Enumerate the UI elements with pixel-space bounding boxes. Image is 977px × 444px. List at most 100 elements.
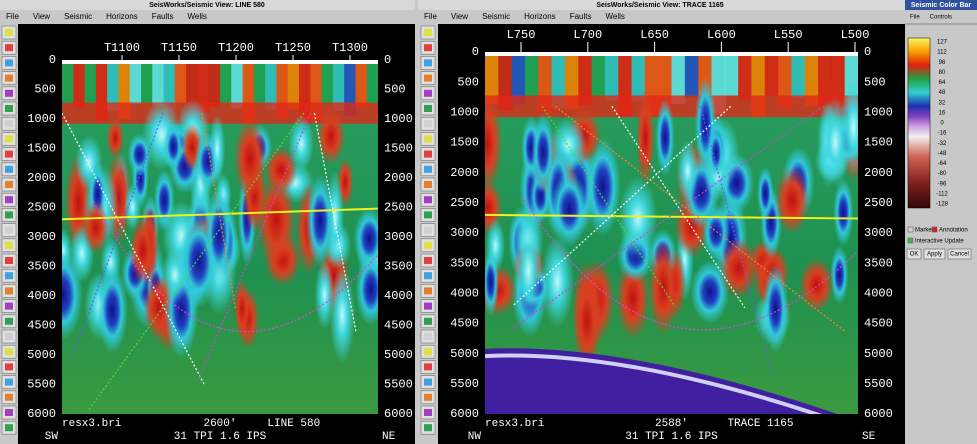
amplitude-blob	[316, 108, 346, 165]
fault-pick	[512, 105, 732, 307]
amplitude-blob	[355, 253, 378, 326]
shallow-band	[84, 60, 97, 114]
scale-label: 64	[939, 80, 946, 86]
seismic-image	[485, 52, 858, 414]
checkbox[interactable]	[907, 237, 914, 244]
file-name: resx3.bri	[485, 418, 545, 430]
top-axis-label: T1300	[332, 41, 368, 55]
deep-edge	[485, 353, 823, 414]
shallow-band	[174, 60, 188, 104]
amplitude-blob	[264, 146, 298, 194]
tool-icon	[424, 393, 432, 401]
depth-label: 5000	[384, 348, 413, 362]
scale-label: 16	[939, 110, 946, 116]
depth-label: 5000	[864, 347, 893, 361]
top-axis-label: L600	[707, 28, 736, 42]
top-axis-label: L650	[640, 28, 669, 42]
amplitude-blob	[129, 216, 156, 285]
fault-pick	[313, 112, 357, 333]
depth-label: 3500	[27, 260, 56, 274]
shallow-band	[208, 60, 221, 107]
menu-item[interactable]: Seismic	[482, 12, 510, 21]
scale-label: 0	[940, 121, 944, 127]
shallow-band	[724, 52, 740, 96]
tool-icon	[424, 378, 432, 386]
menu-item[interactable]: File	[424, 12, 437, 21]
tool-icon	[424, 257, 432, 264]
menu-item[interactable]: Faults	[570, 12, 592, 21]
tool-icon	[424, 424, 432, 432]
menu-item[interactable]: View	[451, 12, 468, 21]
depth-label: 1500	[864, 136, 893, 150]
menu-item[interactable]: File	[910, 15, 920, 21]
tool-icon	[5, 44, 13, 52]
depth-label: 4500	[27, 319, 56, 333]
amplitude-blob	[204, 186, 234, 283]
tool-icon	[424, 196, 432, 204]
cursor-position: 2588'	[655, 418, 688, 430]
top-axis-label: L750	[507, 28, 536, 42]
shallow-band	[684, 52, 700, 98]
button[interactable]	[923, 248, 946, 260]
menu-item[interactable]: Horizons	[106, 12, 138, 21]
shallow-band	[163, 60, 176, 113]
fault-pick	[196, 112, 311, 383]
depth-label: 0	[472, 45, 479, 59]
tool-icon	[424, 348, 432, 356]
menu-item[interactable]: Seismic	[64, 12, 92, 21]
depth-label: 2500	[864, 196, 893, 210]
shallow-band	[253, 60, 267, 108]
amplitude-blob	[799, 258, 834, 312]
scale-label: 32	[939, 100, 946, 106]
menu-item[interactable]: Wells	[187, 12, 206, 21]
shallow-band	[671, 52, 686, 105]
depth-label: 6000	[864, 407, 893, 421]
depth-label: 500	[384, 83, 406, 97]
tool-icon	[5, 409, 13, 416]
button[interactable]	[947, 248, 972, 260]
amplitude-blob	[648, 239, 679, 336]
button-label: OK	[910, 252, 919, 258]
shallow-band	[197, 60, 210, 112]
top-axis-label: T1250	[275, 41, 311, 55]
fault-pick	[62, 112, 205, 386]
tool-icon	[5, 181, 13, 188]
checkbox[interactable]	[907, 226, 914, 233]
tool-icon	[424, 211, 432, 219]
tool-icon	[424, 181, 432, 188]
scale-label: 96	[939, 60, 946, 66]
option-label: Annotation	[939, 228, 968, 234]
amplitude-blob	[830, 245, 849, 305]
button-label: Apply	[927, 252, 942, 258]
menu-item[interactable]: Controls	[930, 15, 952, 21]
menu-item[interactable]: Wells	[605, 12, 624, 21]
depth-label: 6000	[450, 407, 479, 421]
tool-icon	[5, 89, 13, 97]
menu-item[interactable]: View	[33, 12, 50, 21]
depth-label: 0	[49, 53, 56, 67]
menu-item[interactable]: Horizons	[524, 12, 556, 21]
menu-item[interactable]: Faults	[152, 12, 174, 21]
depth-label: 500	[457, 75, 479, 89]
window-title: SeisWorks/Seismic View: LINE 580	[149, 2, 265, 9]
depth-label: 2000	[864, 166, 893, 180]
menu-item[interactable]: File	[6, 12, 19, 21]
tool-icon	[5, 378, 13, 386]
scale-label: 112	[937, 50, 947, 56]
amplitude-blob	[676, 139, 699, 203]
end-label: SW	[45, 431, 59, 443]
button[interactable]	[906, 248, 922, 260]
depth-label: 4500	[450, 317, 479, 331]
amplitude-blob	[96, 266, 128, 354]
top-axis-label: L550	[774, 28, 803, 42]
checkbox[interactable]	[931, 226, 938, 233]
depth-label: 3000	[27, 230, 56, 244]
depth-label: 6000	[384, 407, 413, 421]
depth-label: 4000	[384, 289, 413, 303]
seismic-image	[62, 60, 378, 414]
depth-label: 5000	[450, 347, 479, 361]
tool-icon	[5, 165, 13, 173]
amplitude-blob	[762, 263, 789, 354]
depth-label: 3000	[450, 226, 479, 240]
